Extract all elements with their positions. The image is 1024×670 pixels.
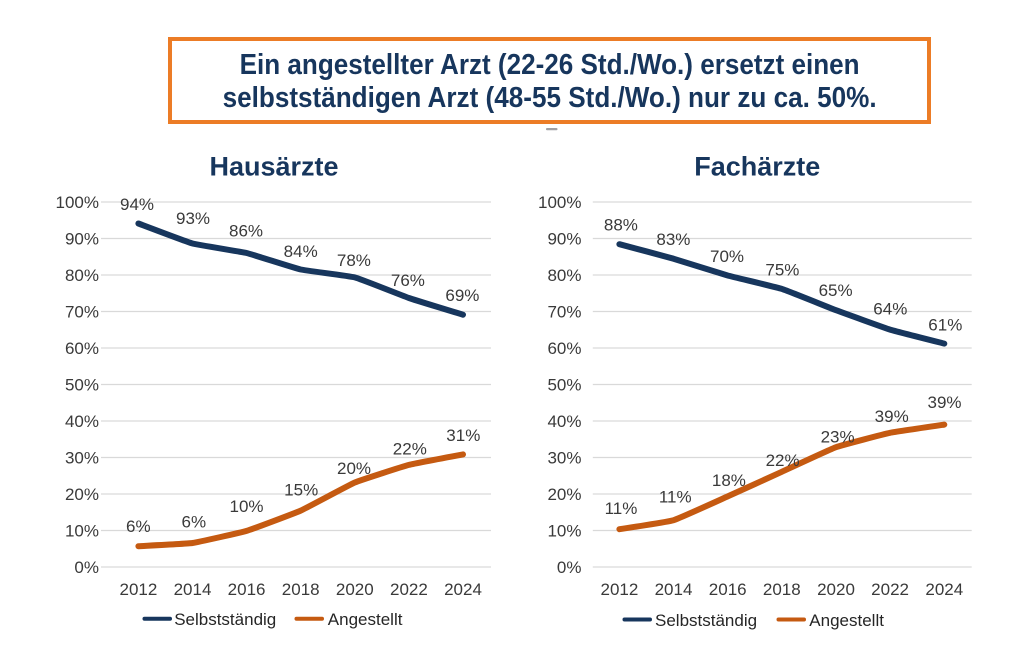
svg-text:6%: 6% xyxy=(126,517,151,536)
svg-text:Fachärzte: Fachärzte xyxy=(694,152,820,182)
svg-text:11%: 11% xyxy=(659,488,692,507)
svg-text:2014: 2014 xyxy=(174,580,212,599)
svg-text:Hausärzte: Hausärzte xyxy=(209,152,338,182)
svg-text:2016: 2016 xyxy=(709,580,747,599)
svg-text:2012: 2012 xyxy=(119,580,157,599)
svg-text:2018: 2018 xyxy=(282,580,320,599)
svg-text:18%: 18% xyxy=(712,471,746,490)
svg-text:64%: 64% xyxy=(873,300,907,319)
svg-text:76%: 76% xyxy=(391,271,425,290)
svg-text:60%: 60% xyxy=(65,339,99,358)
svg-text:100%: 100% xyxy=(538,193,581,212)
svg-text:0%: 0% xyxy=(74,558,99,577)
svg-text:11%: 11% xyxy=(605,499,638,518)
svg-text:80%: 80% xyxy=(547,266,581,285)
svg-text:93%: 93% xyxy=(176,209,210,228)
svg-text:2024: 2024 xyxy=(444,580,482,599)
svg-text:83%: 83% xyxy=(656,230,690,249)
svg-text:30%: 30% xyxy=(547,448,581,467)
svg-text:88%: 88% xyxy=(604,216,638,235)
svg-text:2020: 2020 xyxy=(817,580,855,599)
svg-text:Angestellt: Angestellt xyxy=(328,610,403,629)
svg-text:70%: 70% xyxy=(710,247,744,266)
svg-text:10%: 10% xyxy=(547,521,581,540)
svg-text:2022: 2022 xyxy=(390,580,428,599)
svg-text:2020: 2020 xyxy=(336,580,374,599)
svg-text:23%: 23% xyxy=(821,427,855,446)
svg-text:Ein angestellter Arzt (22-26 S: Ein angestellter Arzt (22-26 Std./Wo.) e… xyxy=(240,49,860,81)
svg-text:30%: 30% xyxy=(65,448,99,467)
svg-text:40%: 40% xyxy=(547,412,581,431)
svg-text:40%: 40% xyxy=(65,412,99,431)
svg-text:selbstständigen Arzt (48-55 St: selbstständigen Arzt (48-55 Std./Wo.) nu… xyxy=(223,82,877,114)
svg-text:100%: 100% xyxy=(56,193,99,212)
svg-text:2022: 2022 xyxy=(871,580,909,599)
svg-text:2016: 2016 xyxy=(228,580,266,599)
svg-text:80%: 80% xyxy=(65,266,99,285)
svg-text:75%: 75% xyxy=(765,260,799,279)
svg-text:2024: 2024 xyxy=(925,580,963,599)
svg-text:2018: 2018 xyxy=(763,580,801,599)
svg-text:78%: 78% xyxy=(337,251,371,270)
svg-text:10%: 10% xyxy=(65,521,99,540)
svg-text:94%: 94% xyxy=(120,195,154,214)
svg-text:Selbstständig: Selbstständig xyxy=(655,611,757,630)
svg-text:20%: 20% xyxy=(337,459,371,478)
svg-text:Selbstständig: Selbstständig xyxy=(174,610,276,629)
svg-text:6%: 6% xyxy=(182,513,207,532)
svg-text:22%: 22% xyxy=(766,451,800,470)
svg-text:22%: 22% xyxy=(393,440,427,459)
svg-text:90%: 90% xyxy=(547,229,581,248)
svg-text:0%: 0% xyxy=(557,558,582,577)
svg-text:84%: 84% xyxy=(284,242,318,261)
svg-text:50%: 50% xyxy=(547,375,581,394)
svg-text:2014: 2014 xyxy=(655,580,693,599)
svg-text:86%: 86% xyxy=(229,222,263,241)
svg-text:31%: 31% xyxy=(446,426,480,445)
svg-text:2012: 2012 xyxy=(600,580,638,599)
svg-text:90%: 90% xyxy=(65,229,99,248)
svg-text:50%: 50% xyxy=(65,375,99,394)
svg-text:20%: 20% xyxy=(65,485,99,504)
svg-text:60%: 60% xyxy=(547,339,581,358)
svg-text:15%: 15% xyxy=(284,481,318,500)
svg-text:20%: 20% xyxy=(547,485,581,504)
svg-text:69%: 69% xyxy=(445,286,479,305)
svg-text:70%: 70% xyxy=(65,302,99,321)
svg-text:70%: 70% xyxy=(547,302,581,321)
svg-text:10%: 10% xyxy=(229,497,263,516)
svg-text:65%: 65% xyxy=(819,281,853,300)
svg-text:61%: 61% xyxy=(928,315,962,334)
svg-text:39%: 39% xyxy=(875,407,909,426)
svg-text:39%: 39% xyxy=(927,393,961,412)
svg-text:Angestellt: Angestellt xyxy=(809,611,884,630)
